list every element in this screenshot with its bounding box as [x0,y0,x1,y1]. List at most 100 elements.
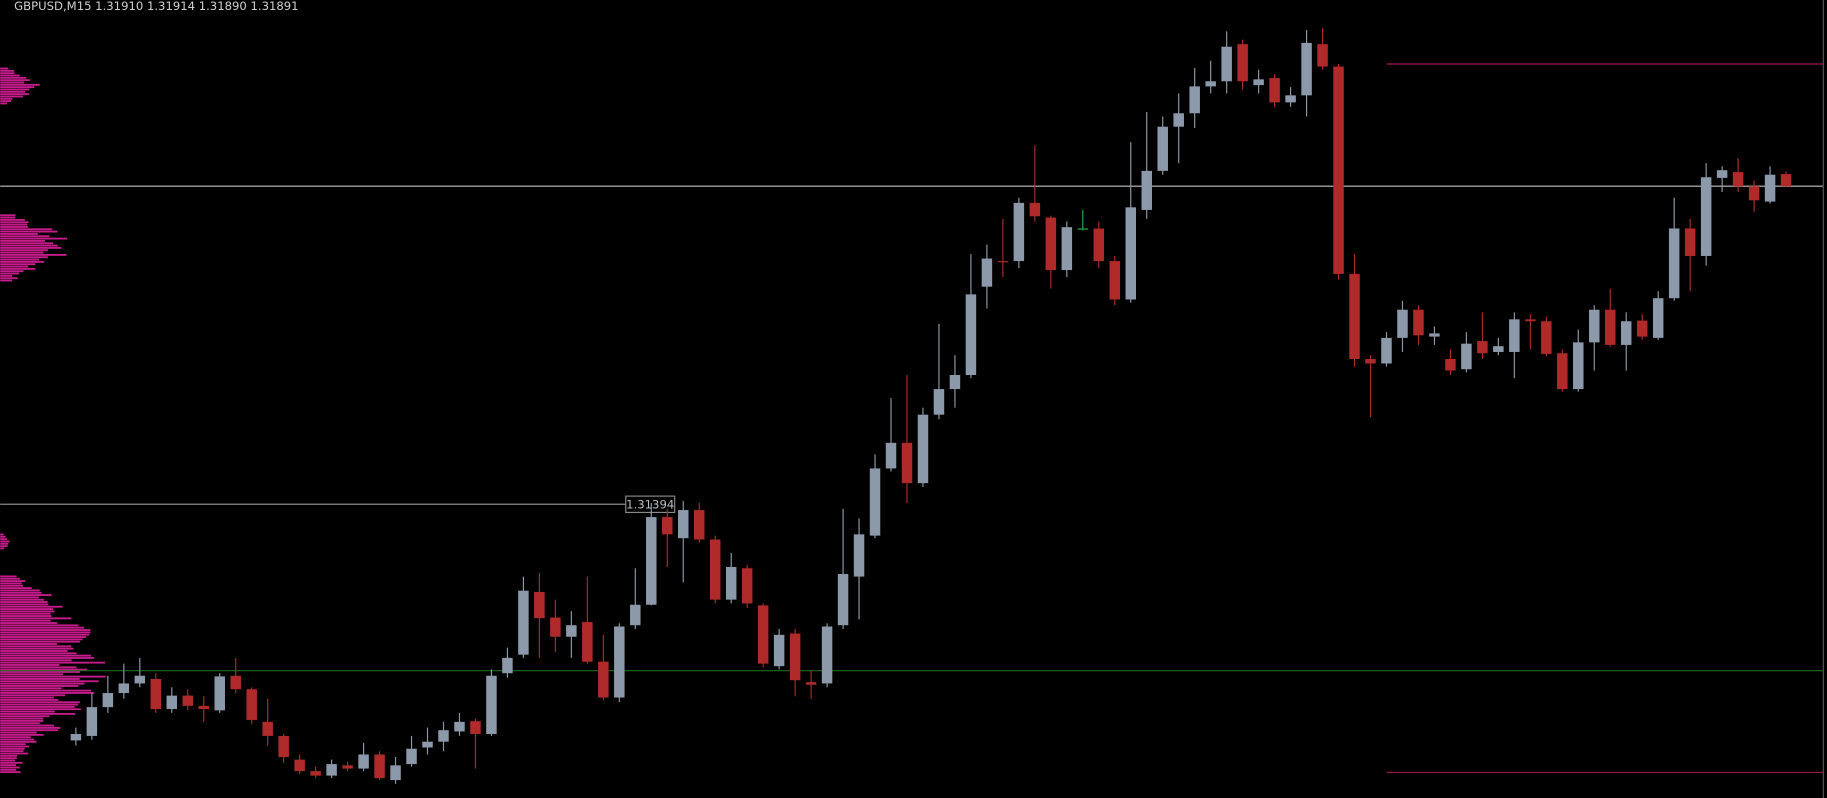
candle-body [278,735,289,758]
candle-body [853,534,865,577]
symbol-header: GBPUSD,M15 1.31910 1.31914 1.31890 1.318… [14,0,298,13]
candle-body [1365,359,1376,364]
candle-body [965,294,977,376]
candle-body [1605,309,1616,345]
profile-bar [0,535,6,538]
candle-body [1317,44,1328,67]
profile-bar [0,691,95,694]
profile-bar [0,270,24,273]
candle-body [246,689,257,720]
profile-bar [0,640,80,643]
profile-bar [0,759,15,762]
candle-body [518,590,529,655]
profile-bar [0,684,79,687]
profile-bar [0,617,72,620]
candle-body [438,730,449,742]
candle-body [150,678,162,710]
candle-body [1620,321,1632,345]
profile-bar [0,736,31,739]
profile-bar [0,69,14,72]
candle-body [1077,228,1089,230]
profile-bar [0,619,51,622]
profile-bar [0,540,10,543]
profile-bar [0,754,18,757]
profile-bar [0,74,20,77]
profile-bar [0,95,23,98]
profile-bar [0,678,80,680]
candle-body [757,605,769,664]
candle-body [422,741,433,748]
candle-body [917,414,929,484]
profile-bar [0,256,48,259]
candle-body [1381,337,1392,364]
profile-bar [0,232,38,235]
profile-bar [0,610,55,613]
profile-bar [0,97,13,100]
candle-body [534,591,545,619]
candle-body [1029,202,1041,217]
candle-body [1700,177,1712,256]
profile-bar [0,221,29,224]
profile-bar [0,766,20,769]
profile-bar [0,626,84,629]
profile-bar [0,680,99,683]
profile-bar [0,705,75,708]
level-label-box [625,495,676,514]
volume-profile [0,67,106,774]
candle-body [406,748,417,765]
candle-body [805,682,817,685]
profile-bar [0,689,91,692]
candle-body [741,568,753,604]
profile-bar [0,761,23,764]
profile-bar [0,263,36,266]
profile-bar [0,643,57,645]
profile-bar [0,726,61,729]
profile-bar [0,622,58,624]
profile-bar [0,279,13,282]
profile-bar [0,652,77,655]
candle-body [1429,333,1440,337]
candle-body [1349,273,1360,360]
candle-body [198,705,209,710]
profile-bar [0,596,39,599]
candle-body [390,765,401,781]
profile-bar [0,752,29,755]
candle-body [646,517,657,605]
profile-bar [0,764,16,767]
profile-bar [0,591,42,594]
candle-body [1509,319,1520,352]
profile-bar [0,708,81,711]
profile-bar [0,715,50,718]
profile-bar [0,582,22,585]
candle-body [1253,79,1264,86]
candle-body [342,765,353,769]
profile-bar [0,638,83,641]
candle-body [662,517,673,535]
candle-body [182,695,194,706]
candles [70,28,1792,784]
candle-body [1301,42,1312,96]
candle-body [118,683,130,694]
candle-body [166,695,178,710]
profile-bar [0,538,7,541]
candle-body [693,510,705,540]
candle-body [1093,228,1105,262]
candle-body [358,754,369,769]
profile-bar [0,577,20,580]
candle-body [821,626,833,684]
candle-body [102,693,114,708]
profile-bar [0,608,53,610]
profile-bar [0,102,8,105]
profile-bar [0,533,4,536]
profile-bar [0,701,81,704]
profile-bar [0,712,76,715]
profile-bar [0,76,26,79]
profile-bar [0,612,51,615]
candle-body [949,375,961,390]
candle-body [582,622,593,662]
profile-bar [0,719,44,722]
profile-bar [0,757,17,760]
candle-body [901,442,913,484]
profile-bar [0,740,37,743]
